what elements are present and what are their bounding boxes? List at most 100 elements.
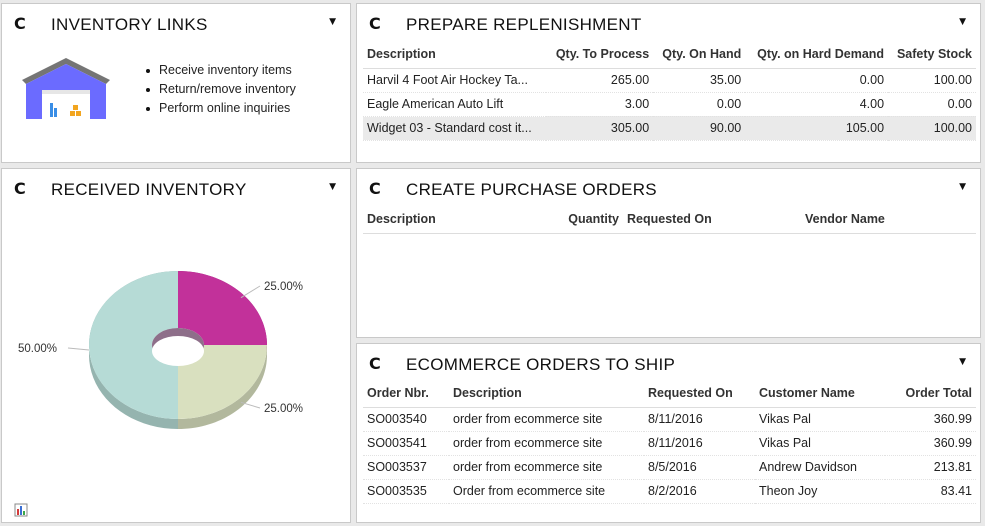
cell-qty-hard-demand: 105.00 [745, 116, 889, 141]
widget-header: C INVENTORY LINKS ▼ [2, 4, 350, 42]
pie-data-label: 25.00% [264, 281, 303, 293]
links-list: Receive inventory items Return/remove in… [143, 61, 296, 118]
widget-title: PREPARE REPLENISHMENT [406, 15, 642, 34]
link-receive-inventory[interactable]: Receive inventory items [143, 61, 296, 80]
table-header-row: Description Quantity Requested On Vendor… [363, 206, 976, 234]
cell-order-nbr[interactable]: SO003540 [363, 407, 449, 432]
refresh-icon[interactable]: C [369, 14, 381, 33]
inventory-links-widget: C INVENTORY LINKS ▼ Receive inventory it… [1, 3, 351, 163]
pie-slice[interactable] [178, 271, 267, 345]
column-header[interactable]: Description [449, 380, 644, 408]
cell-qty-to-process: 3.00 [545, 92, 654, 117]
table-row-selected[interactable]: Widget 03 - Standard cost it... 305.00 9… [363, 116, 976, 141]
create-purchase-orders-widget: C CREATE PURCHASE ORDERS ▼ Description Q… [356, 168, 981, 338]
table-row[interactable]: SO003540 order from ecommerce site 8/11/… [363, 407, 976, 432]
cell-safety-stock: 100.00 [888, 116, 976, 141]
donut-hole [152, 336, 204, 366]
cell-description: Widget 03 - Standard cost it... [363, 116, 546, 141]
cell-qty-hard-demand: 4.00 [745, 92, 889, 117]
cell-qty-hard-demand: 0.00 [745, 68, 889, 93]
column-header[interactable]: Qty. on Hard Demand [745, 41, 889, 69]
table-row[interactable]: Eagle American Auto Lift 3.00 0.00 4.00 … [363, 92, 976, 117]
column-header[interactable]: Qty. To Process [545, 41, 654, 69]
chevron-down-icon[interactable]: ▼ [959, 17, 966, 27]
table-header-row: Description Qty. To Process Qty. On Hand… [363, 41, 976, 69]
link-online-inquiries[interactable]: Perform online inquiries [143, 99, 296, 118]
widget-header: C CREATE PURCHASE ORDERS ▼ [357, 169, 980, 207]
pie-slice-side [178, 345, 267, 429]
pie-data-label: 50.00% [18, 343, 57, 355]
cell-qty-on-hand: 90.00 [653, 116, 746, 141]
prepare-replenishment-widget: C PREPARE REPLENISHMENT ▼ Description Qt… [356, 3, 981, 163]
received-inventory-widget: C RECEIVED INVENTORY ▼ 25.00% 25.00% 50.00… [1, 168, 351, 523]
column-header[interactable]: Safety Stock [888, 41, 976, 69]
pie-chart: 25.00% 25.00% 50.00% [18, 271, 303, 429]
refresh-icon[interactable]: C [14, 14, 26, 33]
cell-order-total: 360.99 [884, 407, 976, 432]
column-header[interactable]: Description [363, 41, 546, 69]
cell-safety-stock: 100.00 [888, 68, 976, 93]
cell-requested-on: 8/11/2016 [644, 407, 755, 432]
chevron-down-icon[interactable]: ▼ [329, 17, 336, 27]
cell-order-total: 360.99 [884, 431, 976, 456]
column-header[interactable]: Vendor Name [801, 206, 976, 234]
cell-qty-on-hand: 0.00 [653, 92, 746, 117]
pie-label-leader [240, 401, 261, 409]
table-row[interactable]: SO003537 order from ecommerce site 8/5/2… [363, 455, 976, 480]
cell-description: Eagle American Auto Lift [363, 92, 546, 117]
pie-label-leader [67, 347, 90, 351]
table-header-row: Order Nbr. Description Requested On Cust… [363, 380, 976, 408]
pie-slice[interactable] [178, 345, 267, 419]
column-header[interactable]: Order Total [884, 380, 976, 408]
cell-customer-name: Andrew Davidson [755, 455, 885, 480]
refresh-icon[interactable]: C [369, 179, 381, 198]
cell-customer-name: Vikas Pal [755, 407, 885, 432]
link-return-inventory[interactable]: Return/remove inventory [143, 80, 296, 99]
chevron-down-icon[interactable]: ▼ [329, 182, 336, 192]
cell-order-total: 213.81 [884, 455, 976, 480]
cell-order-nbr[interactable]: SO003537 [363, 455, 449, 480]
cell-order-nbr[interactable]: SO003541 [363, 431, 449, 456]
column-header[interactable]: Requested On [644, 380, 755, 408]
ecommerce-orders-widget: C ECOMMERCE ORDERS TO SHIP ▼ Order Nbr. … [356, 343, 981, 523]
refresh-icon[interactable]: C [369, 354, 381, 373]
chevron-down-icon[interactable]: ▼ [959, 357, 966, 367]
pie-slice[interactable] [89, 271, 178, 419]
table-row[interactable]: SO003541 order from ecommerce site 8/11/… [363, 431, 976, 456]
widget-header: C RECEIVED INVENTORY ▼ [2, 169, 350, 207]
pie-data-label: 25.00% [264, 403, 303, 415]
cell-requested-on: 8/11/2016 [644, 431, 755, 456]
cell-customer-name: Theon Joy [755, 479, 885, 504]
column-header[interactable]: Requested On [623, 206, 801, 234]
widget-header: C PREPARE REPLENISHMENT ▼ [357, 4, 980, 42]
chart-type-icon[interactable] [14, 503, 28, 517]
column-header[interactable]: Quantity [559, 206, 623, 234]
ecommerce-orders-table: Order Nbr. Description Requested On Cust… [363, 380, 976, 504]
cell-description: Order from ecommerce site [449, 479, 644, 504]
cell-requested-on: 8/2/2016 [644, 479, 755, 504]
replenishment-table: Description Qty. To Process Qty. On Hand… [363, 41, 976, 141]
cell-requested-on: 8/5/2016 [644, 455, 755, 480]
column-header[interactable]: Description [363, 206, 559, 234]
widget-title: INVENTORY LINKS [51, 15, 208, 34]
cell-qty-on-hand: 35.00 [653, 68, 746, 93]
widget-header: C ECOMMERCE ORDERS TO SHIP ▼ [357, 344, 980, 382]
table-row[interactable]: SO003535 Order from ecommerce site 8/2/2… [363, 479, 976, 504]
cell-description: order from ecommerce site [449, 407, 644, 432]
warehouse-icon [22, 58, 110, 119]
cell-qty-to-process: 265.00 [545, 68, 654, 93]
table-row[interactable]: Harvil 4 Foot Air Hockey Ta... 265.00 35… [363, 68, 976, 93]
cell-customer-name: Vikas Pal [755, 431, 885, 456]
purchase-orders-table: Description Quantity Requested On Vendor… [363, 206, 976, 234]
chevron-down-icon[interactable]: ▼ [959, 182, 966, 192]
cell-order-total: 83.41 [884, 479, 976, 504]
widget-title: CREATE PURCHASE ORDERS [406, 180, 657, 199]
refresh-icon[interactable]: C [14, 179, 26, 198]
column-header[interactable]: Qty. On Hand [653, 41, 746, 69]
pie-label-leader [240, 285, 261, 299]
column-header[interactable]: Order Nbr. [363, 380, 449, 408]
column-header[interactable]: Customer Name [755, 380, 885, 408]
cell-description: order from ecommerce site [449, 455, 644, 480]
cell-order-nbr[interactable]: SO003535 [363, 479, 449, 504]
cell-safety-stock: 0.00 [888, 92, 976, 117]
